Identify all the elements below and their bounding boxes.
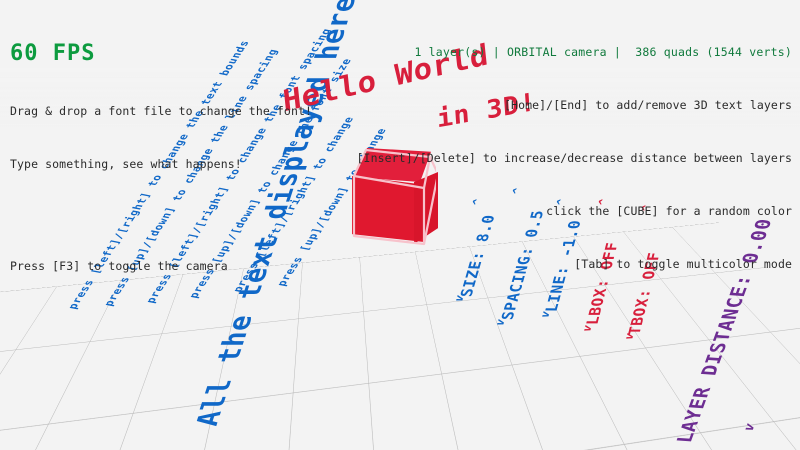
fps-counter: 60 FPS [10, 41, 96, 66]
chevron-down-icon[interactable]: v [741, 421, 759, 434]
hud-help-line: [Insert]/[Delete] to increase/decrease d… [356, 151, 792, 165]
hud-camera-hint: Press [F3] to toggle the camera [10, 259, 228, 273]
chevron-down-icon[interactable]: v [580, 323, 595, 334]
hud-hint-line: Type something, see what happens! [10, 157, 242, 171]
hud-right-panel: 1 layer(s) | ORBITAL camera | 386 quads … [357, 6, 792, 310]
hud-help-line: click the [CUBE] for a random color [546, 204, 792, 218]
chevron-down-icon[interactable]: v [622, 331, 637, 342]
hud-hint-line: Drag & drop a font file to change the fo… [10, 104, 313, 118]
hud-spacer [10, 210, 312, 221]
scene-stats: 1 layer(s) | ORBITAL camera | 386 quads … [414, 45, 792, 59]
horizon-fade [0, 0, 800, 130]
hud-help-line: [Home]/[End] to add/remove 3D text layer… [504, 98, 792, 112]
chevron-down-icon[interactable]: v [538, 309, 553, 320]
hud-help-line: [Tab] to toggle multicolor mode [574, 257, 792, 271]
hud-left-panel: 60 FPS Drag & drop a font file to change… [10, 4, 312, 312]
